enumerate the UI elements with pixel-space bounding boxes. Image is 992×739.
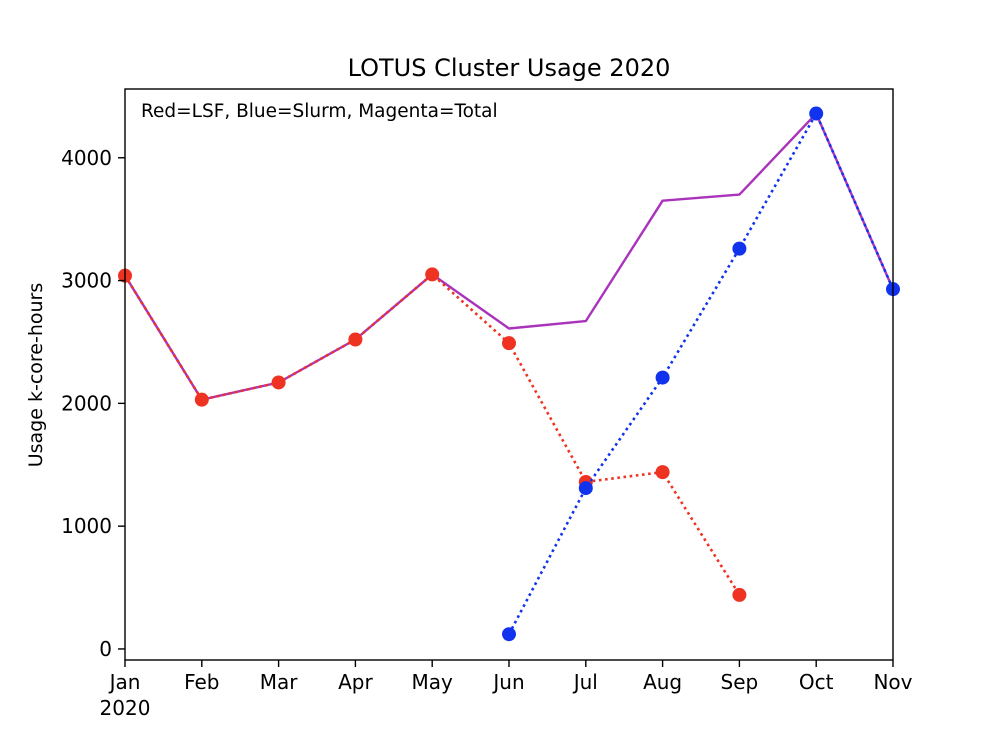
series-slurm-point [732, 241, 747, 256]
series-slurm-line [507, 112, 895, 635]
x-tick-label: Jun [491, 670, 524, 694]
y-tick-label: 4000 [61, 146, 112, 170]
x-year-label: 2020 [100, 696, 151, 720]
series-lsf-point [502, 336, 516, 351]
series-slurm-point [502, 627, 516, 642]
x-tick-label: May [412, 670, 454, 694]
series-lsf-point [194, 392, 209, 407]
series-lsf-point [271, 375, 286, 390]
series-slurm-point [809, 106, 824, 121]
x-tick-label: Jan [108, 670, 141, 694]
x-tick-label: Sep [721, 670, 759, 694]
series-lsf-line [123, 273, 741, 596]
series-lsf-point [655, 465, 670, 480]
series-slurm-point [578, 481, 593, 496]
y-tick-label: 2000 [61, 391, 112, 415]
series-slurm-point [655, 370, 670, 385]
series-slurm [502, 106, 900, 642]
series-key-annotation: Red=LSF, Blue=Slurm, Magenta=Total [141, 101, 498, 122]
series-lsf-point [348, 332, 363, 347]
y-tick-label: 1000 [61, 514, 112, 538]
chart-title: LOTUS Cluster Usage 2020 [348, 54, 671, 82]
x-tick-label: Oct [799, 670, 834, 694]
y-axis-label: Usage k-core-hours [25, 283, 47, 468]
x-tick-label: Nov [873, 670, 912, 694]
x-tick-label: Feb [184, 670, 219, 694]
series-lsf [118, 267, 747, 602]
x-tick-label: Jul [572, 670, 598, 694]
y-tick-label: 0 [99, 637, 112, 661]
y-tick-label: 3000 [61, 269, 112, 293]
series-lsf-point [425, 267, 440, 282]
x-tick-label: Mar [260, 670, 299, 694]
x-tick-label: Aug [643, 670, 682, 694]
series-lsf-point [732, 587, 747, 602]
x-tick-label: Apr [338, 670, 373, 694]
